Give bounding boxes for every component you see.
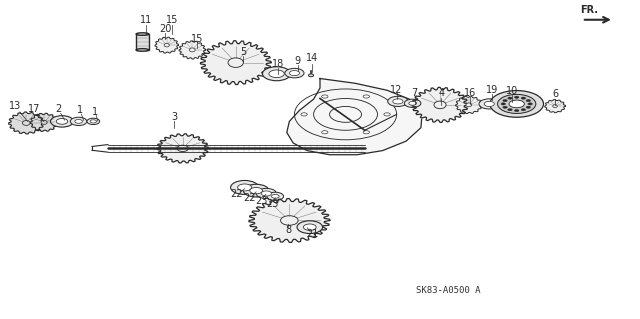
Text: 2: 2 — [55, 104, 61, 114]
Ellipse shape — [526, 100, 531, 102]
Polygon shape — [155, 37, 179, 53]
Text: 1: 1 — [77, 105, 83, 115]
Text: 3: 3 — [172, 112, 177, 122]
Ellipse shape — [526, 106, 531, 108]
Text: 6: 6 — [552, 89, 558, 100]
Text: 15: 15 — [191, 34, 204, 44]
Polygon shape — [249, 198, 330, 242]
Ellipse shape — [289, 70, 300, 76]
Ellipse shape — [256, 189, 276, 198]
Ellipse shape — [269, 70, 284, 78]
Ellipse shape — [41, 120, 47, 124]
Ellipse shape — [70, 117, 87, 125]
Ellipse shape — [528, 103, 532, 105]
Text: 14: 14 — [306, 53, 319, 63]
Text: 23: 23 — [255, 196, 268, 206]
Ellipse shape — [261, 191, 271, 196]
Ellipse shape — [503, 100, 508, 102]
Ellipse shape — [250, 188, 262, 194]
Text: 1: 1 — [92, 107, 99, 117]
Ellipse shape — [490, 91, 543, 117]
Text: 21: 21 — [306, 229, 319, 239]
Polygon shape — [412, 87, 468, 122]
Ellipse shape — [228, 58, 243, 67]
Text: 8: 8 — [285, 225, 291, 235]
Ellipse shape — [404, 99, 421, 108]
Ellipse shape — [508, 108, 512, 111]
Ellipse shape — [164, 43, 170, 47]
Ellipse shape — [515, 109, 519, 112]
Ellipse shape — [285, 68, 304, 78]
Ellipse shape — [297, 221, 323, 234]
Ellipse shape — [230, 181, 259, 195]
Ellipse shape — [434, 101, 446, 109]
Ellipse shape — [501, 103, 506, 105]
Ellipse shape — [243, 184, 269, 197]
Ellipse shape — [409, 101, 417, 105]
Ellipse shape — [136, 33, 149, 35]
Text: SK83-A0500 A: SK83-A0500 A — [416, 286, 480, 295]
Text: 17: 17 — [28, 104, 40, 114]
Polygon shape — [287, 78, 422, 155]
Text: 23: 23 — [266, 199, 278, 209]
Ellipse shape — [136, 49, 149, 51]
Polygon shape — [545, 100, 565, 113]
Text: 18: 18 — [273, 59, 285, 69]
Polygon shape — [179, 41, 205, 59]
Text: 13: 13 — [8, 100, 21, 110]
Text: 9: 9 — [294, 56, 301, 66]
Ellipse shape — [177, 145, 188, 152]
Ellipse shape — [56, 119, 68, 124]
Text: FR.: FR. — [580, 5, 598, 15]
Ellipse shape — [90, 120, 97, 123]
Ellipse shape — [466, 103, 472, 107]
Text: 4: 4 — [438, 88, 444, 98]
Ellipse shape — [393, 99, 403, 104]
Text: 7: 7 — [412, 88, 418, 98]
Ellipse shape — [22, 121, 30, 125]
Ellipse shape — [484, 101, 494, 107]
Ellipse shape — [388, 96, 408, 107]
Ellipse shape — [189, 48, 195, 52]
Text: 16: 16 — [464, 88, 476, 98]
Text: 10: 10 — [506, 86, 518, 96]
Polygon shape — [200, 41, 271, 85]
Ellipse shape — [479, 99, 499, 109]
Text: 20: 20 — [159, 24, 172, 34]
Ellipse shape — [508, 97, 512, 99]
Bar — [136, 34, 149, 50]
Ellipse shape — [267, 192, 284, 200]
Ellipse shape — [521, 108, 525, 111]
Ellipse shape — [497, 94, 536, 114]
Ellipse shape — [515, 96, 519, 98]
Ellipse shape — [280, 216, 298, 225]
Text: 11: 11 — [140, 15, 152, 25]
Ellipse shape — [75, 120, 83, 123]
Ellipse shape — [521, 97, 525, 99]
Polygon shape — [30, 113, 58, 131]
Ellipse shape — [553, 105, 557, 108]
Ellipse shape — [303, 224, 316, 230]
Ellipse shape — [503, 106, 508, 108]
Text: 19: 19 — [486, 85, 499, 95]
Ellipse shape — [271, 195, 279, 198]
Text: 15: 15 — [166, 15, 178, 25]
Ellipse shape — [87, 118, 100, 124]
Polygon shape — [456, 96, 482, 114]
Ellipse shape — [262, 67, 291, 81]
Polygon shape — [8, 112, 44, 134]
Ellipse shape — [308, 74, 314, 77]
Polygon shape — [157, 134, 209, 163]
Ellipse shape — [237, 184, 252, 191]
Ellipse shape — [51, 116, 74, 127]
Text: 22: 22 — [243, 193, 256, 203]
Text: 5: 5 — [240, 47, 246, 56]
Ellipse shape — [509, 100, 524, 108]
Text: 22: 22 — [231, 189, 243, 199]
Text: 12: 12 — [390, 85, 403, 95]
